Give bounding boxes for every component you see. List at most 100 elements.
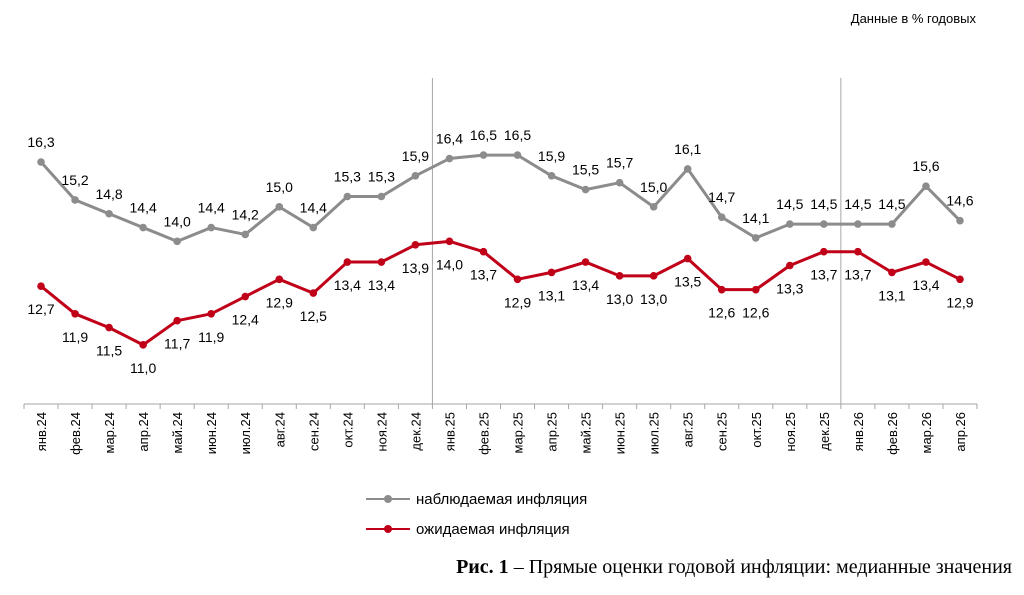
legend-line-expected bbox=[366, 525, 410, 533]
x-tick-label: авг.24 bbox=[272, 412, 287, 447]
data-label-expected: 13,4 bbox=[368, 277, 395, 293]
data-point-expected bbox=[139, 341, 147, 349]
data-point-observed bbox=[139, 223, 147, 232]
data-point-observed bbox=[445, 154, 454, 163]
data-point-observed bbox=[854, 220, 862, 228]
data-point-expected bbox=[956, 275, 964, 284]
data-label-expected: 12,6 bbox=[708, 305, 735, 321]
data-point-expected bbox=[173, 316, 181, 325]
x-tick-label: апр.25 bbox=[545, 412, 560, 452]
data-point-expected bbox=[683, 254, 692, 263]
data-point-expected bbox=[717, 285, 726, 294]
x-tick-label: дек.25 bbox=[817, 412, 832, 451]
data-point-expected bbox=[751, 285, 760, 294]
data-point-observed bbox=[922, 182, 930, 190]
data-point-expected bbox=[37, 282, 45, 291]
legend-label-observed: наблюдаемая инфляция bbox=[416, 490, 588, 508]
data-label-observed: 15,3 bbox=[334, 169, 361, 185]
x-tick-label: сен.25 bbox=[715, 412, 730, 451]
data-point-observed bbox=[513, 151, 522, 159]
data-point-expected bbox=[854, 247, 862, 256]
x-tick-label: сен.24 bbox=[306, 412, 321, 451]
data-label-expected: 11,7 bbox=[164, 336, 190, 352]
x-tick-label: июл.25 bbox=[647, 412, 662, 454]
data-point-observed bbox=[649, 203, 658, 211]
data-label-observed: 15,3 bbox=[368, 169, 395, 185]
data-label-expected: 11,9 bbox=[198, 329, 224, 345]
figure-title: – Прямые оценки годовой инфляции: медиан… bbox=[508, 556, 1012, 578]
data-label-observed: 14,5 bbox=[810, 196, 837, 212]
data-label-expected: 11,0 bbox=[130, 360, 156, 376]
legend-marker-observed bbox=[384, 495, 392, 503]
series-line-expected bbox=[40, 239, 961, 347]
data-label-expected: 12,9 bbox=[946, 294, 973, 310]
data-point-expected bbox=[888, 268, 896, 277]
data-label-expected: 13,9 bbox=[402, 260, 429, 276]
data-point-observed bbox=[786, 220, 794, 228]
x-tick-label: мар.24 bbox=[102, 412, 117, 453]
data-point-expected bbox=[275, 275, 284, 284]
series-line-observed bbox=[39, 153, 962, 243]
data-point-observed bbox=[71, 196, 79, 204]
data-point-expected bbox=[649, 272, 658, 280]
data-label-observed: 14,5 bbox=[844, 196, 871, 212]
data-label-observed: 16,5 bbox=[504, 127, 531, 143]
data-label-observed: 14,4 bbox=[198, 200, 225, 216]
data-label-observed: 15,2 bbox=[61, 172, 88, 188]
data-point-expected bbox=[786, 261, 794, 270]
x-tick-label: янв.24 bbox=[34, 412, 49, 451]
data-point-expected bbox=[411, 241, 420, 249]
legend-item-expected: ожидаемая инфляция bbox=[366, 514, 587, 544]
legend-label-expected: ожидаемая инфляция bbox=[416, 520, 570, 538]
data-point-observed bbox=[479, 151, 488, 159]
data-label-observed: 14,4 bbox=[300, 200, 327, 216]
data-label-observed: 14,5 bbox=[878, 196, 905, 212]
x-tick-label: ноя.24 bbox=[374, 412, 389, 452]
data-label-observed: 15,9 bbox=[402, 148, 429, 164]
data-label-expected: 13,0 bbox=[640, 291, 667, 307]
data-label-observed: 16,3 bbox=[27, 134, 54, 150]
figure-caption: Рис. 1 – Прямые оценки годовой инфляции:… bbox=[456, 556, 1012, 579]
data-label-observed: 16,4 bbox=[436, 131, 463, 147]
x-tick-label: авг.25 bbox=[681, 412, 696, 447]
data-point-observed bbox=[37, 158, 45, 166]
data-label-expected: 11,9 bbox=[62, 329, 88, 345]
chart-legend: наблюдаемая инфляция ожидаемая инфляция bbox=[366, 484, 587, 544]
data-point-observed bbox=[717, 213, 726, 221]
x-tick-label: фев.26 bbox=[885, 412, 900, 455]
data-label-expected: 13,7 bbox=[844, 267, 871, 283]
data-point-observed bbox=[683, 165, 692, 173]
x-tick-label: дек.24 bbox=[408, 412, 423, 451]
data-label-expected: 13,4 bbox=[912, 277, 939, 293]
data-label-expected: 12,9 bbox=[504, 294, 531, 310]
data-label-expected: 13,5 bbox=[674, 274, 701, 290]
data-point-observed bbox=[173, 237, 181, 246]
data-point-expected bbox=[581, 258, 590, 266]
data-label-expected: 13,7 bbox=[810, 267, 837, 283]
data-label-observed: 15,5 bbox=[572, 162, 599, 178]
x-tick-label: май.25 bbox=[579, 412, 594, 454]
x-tick-label: июн.24 bbox=[204, 412, 219, 454]
data-label-expected: 13,0 bbox=[606, 291, 633, 307]
data-point-observed bbox=[411, 172, 420, 180]
data-label-observed: 14,6 bbox=[946, 193, 973, 209]
data-label-expected: 12,4 bbox=[232, 312, 259, 328]
x-tick-label: янв.26 bbox=[851, 412, 866, 451]
data-point-observed bbox=[956, 216, 964, 225]
data-label-observed: 14,5 bbox=[776, 196, 803, 212]
data-point-observed bbox=[377, 192, 386, 201]
data-point-expected bbox=[207, 310, 215, 318]
data-point-expected bbox=[922, 258, 930, 266]
data-label-expected: 13,7 bbox=[470, 267, 497, 283]
data-label-expected: 12,7 bbox=[27, 301, 54, 317]
data-label-observed: 14,8 bbox=[95, 186, 122, 202]
x-tick-label: май.24 bbox=[170, 412, 185, 454]
data-label-observed: 14,0 bbox=[164, 213, 191, 229]
data-label-observed: 16,5 bbox=[470, 127, 497, 143]
data-point-expected bbox=[71, 310, 79, 318]
data-label-observed: 14,7 bbox=[708, 189, 735, 205]
data-point-expected bbox=[343, 258, 352, 266]
data-point-observed bbox=[615, 178, 624, 187]
data-label-observed: 14,4 bbox=[130, 200, 157, 216]
